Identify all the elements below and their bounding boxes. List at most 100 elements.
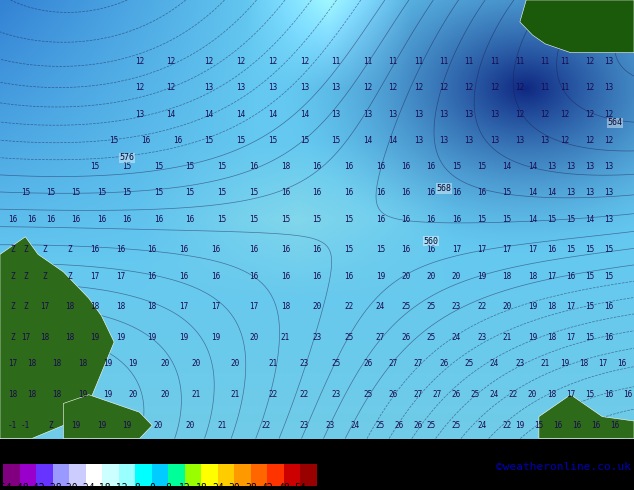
Text: 13: 13 [135,110,144,119]
Text: 13: 13 [332,110,340,119]
Text: 14: 14 [547,189,556,197]
Text: 13: 13 [268,83,277,92]
Text: 16: 16 [401,215,410,224]
Text: 25: 25 [363,390,372,399]
Text: 13: 13 [547,162,556,171]
Text: 21: 21 [217,421,226,430]
Text: 18: 18 [8,390,17,399]
Text: Z: Z [67,245,72,254]
Text: 14: 14 [585,215,594,224]
Text: 16: 16 [313,245,321,254]
Text: 15: 15 [281,215,290,224]
Text: 17: 17 [249,302,258,312]
Text: 16: 16 [281,272,290,281]
Text: 27: 27 [376,333,385,342]
Text: 13: 13 [414,110,423,119]
Text: 15: 15 [122,162,131,171]
Text: 12: 12 [515,83,524,92]
Text: 11: 11 [465,57,474,66]
Text: -38: -38 [44,483,61,490]
Text: 17: 17 [452,245,461,254]
Text: 20: 20 [154,421,163,430]
Text: 17: 17 [211,302,220,312]
Text: 13: 13 [439,110,448,119]
Text: 16: 16 [154,215,163,224]
Text: 11: 11 [439,57,448,66]
Text: 16: 16 [281,189,290,197]
Text: 15: 15 [376,245,385,254]
Text: 13: 13 [585,189,594,197]
Text: 19: 19 [72,421,81,430]
Text: 16: 16 [401,189,410,197]
Text: 20: 20 [401,272,410,281]
Text: 24: 24 [376,302,385,312]
Text: 42: 42 [262,483,273,490]
Text: 15: 15 [217,215,226,224]
Text: 15: 15 [585,272,594,281]
Text: 54: 54 [295,483,306,490]
Text: 18: 18 [547,302,556,312]
Text: 11: 11 [515,57,524,66]
Text: 25: 25 [344,333,353,342]
Text: ©weatheronline.co.uk: ©weatheronline.co.uk [496,462,631,472]
Text: 26: 26 [414,421,423,430]
Text: 16: 16 [249,245,258,254]
Bar [69,465,86,486]
Text: 20: 20 [313,302,321,312]
Text: 22: 22 [268,390,277,399]
Text: 18: 18 [579,360,588,368]
Bar [301,465,317,486]
Text: 22: 22 [477,302,486,312]
Text: 26: 26 [395,421,404,430]
Text: 17: 17 [528,245,537,254]
Bar [119,465,135,486]
Text: 30: 30 [228,483,240,490]
Text: 22: 22 [503,421,512,430]
Text: 15: 15 [110,136,119,145]
Text: Z: Z [23,302,28,312]
Text: 18: 18 [148,302,157,312]
Text: 24: 24 [452,333,461,342]
Text: 18: 18 [547,390,556,399]
Text: 12: 12 [179,483,191,490]
Text: 24: 24 [212,483,224,490]
Text: 20: 20 [192,360,201,368]
Text: 15: 15 [503,189,512,197]
Text: 19: 19 [78,390,87,399]
Text: 16: 16 [547,245,556,254]
Text: 564: 564 [607,118,623,127]
Text: 19: 19 [515,421,524,430]
Text: Height/Temp. 500 hPa [gdmp][°C] CFS: Height/Temp. 500 hPa [gdmp][°C] CFS [3,440,266,453]
Text: 16: 16 [8,215,17,224]
Text: 16: 16 [376,189,385,197]
Text: 16: 16 [604,302,613,312]
Text: 568: 568 [436,184,451,193]
Text: 11: 11 [541,83,550,92]
Text: 17: 17 [179,302,188,312]
Text: 25: 25 [401,302,410,312]
Text: 27: 27 [389,360,398,368]
Text: 19: 19 [211,333,220,342]
Text: 23: 23 [313,333,321,342]
Text: -18: -18 [93,483,111,490]
Text: 25: 25 [376,421,385,430]
Text: 17: 17 [477,245,486,254]
Text: 12: 12 [389,83,398,92]
Text: 48: 48 [278,483,290,490]
Text: 12: 12 [541,110,550,119]
Polygon shape [63,395,152,439]
Text: 23: 23 [325,421,334,430]
Text: 16: 16 [179,245,188,254]
Text: 15: 15 [97,189,106,197]
Text: 16: 16 [249,162,258,171]
Text: Z: Z [42,272,47,281]
Text: 26: 26 [401,333,410,342]
Text: 16: 16 [617,360,626,368]
Text: 16: 16 [148,272,157,281]
Text: 21: 21 [281,333,290,342]
Text: 11: 11 [332,57,340,66]
Text: 13: 13 [585,162,594,171]
Text: -30: -30 [60,483,78,490]
Text: 20: 20 [427,272,436,281]
Text: 18: 18 [27,360,36,368]
